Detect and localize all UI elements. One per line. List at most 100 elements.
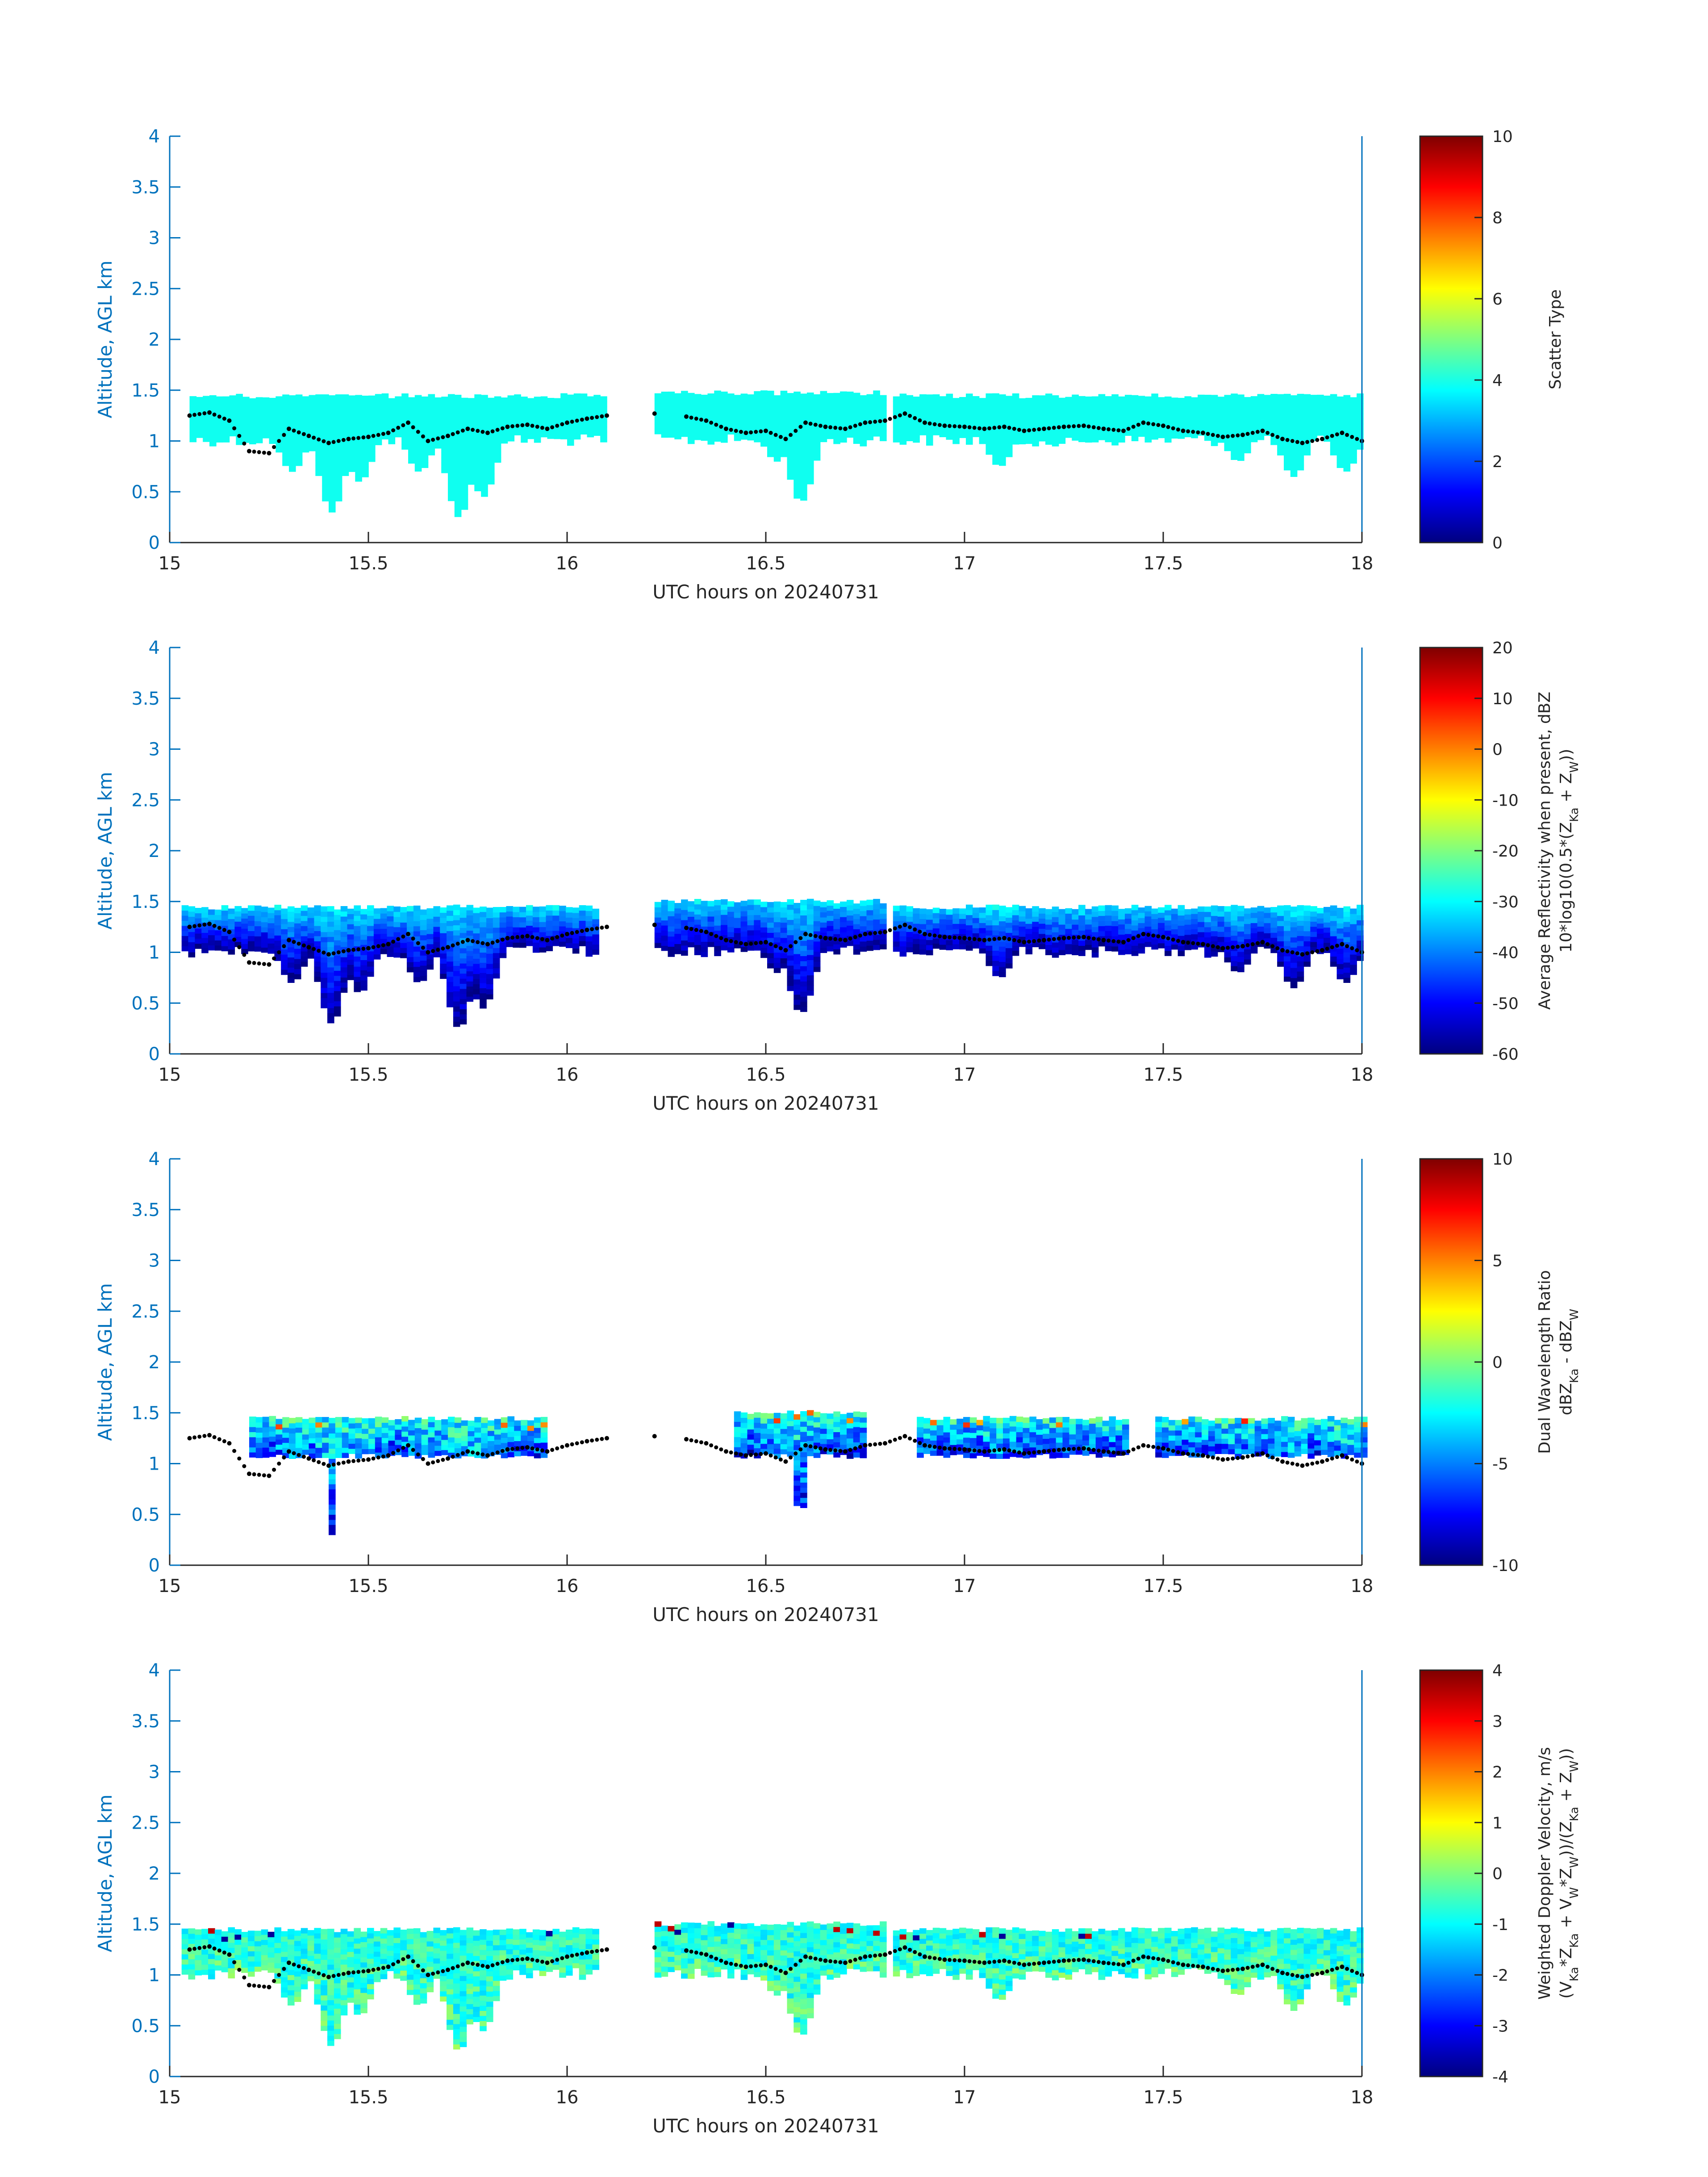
heatmap-cell bbox=[972, 421, 980, 427]
heatmap-cell bbox=[329, 400, 336, 406]
heatmap-cell bbox=[986, 403, 993, 409]
heatmap-cell bbox=[1151, 939, 1158, 944]
heatmap-cell bbox=[760, 932, 768, 938]
heatmap-cell bbox=[342, 465, 349, 471]
heatmap-cell bbox=[428, 394, 435, 400]
heatmap-cell bbox=[414, 1428, 422, 1433]
heatmap-cell bbox=[201, 917, 209, 923]
heatmap-cell bbox=[334, 1001, 341, 1007]
heatmap-cell bbox=[1317, 923, 1324, 929]
heatmap-cell bbox=[362, 446, 369, 452]
y-tick-label: 0 bbox=[149, 1044, 160, 1065]
heatmap-cell bbox=[1231, 920, 1238, 926]
heatmap-cell bbox=[1039, 918, 1046, 924]
heatmap-cell bbox=[1045, 924, 1052, 930]
heatmap-cell bbox=[959, 923, 966, 929]
heatmap-cell bbox=[827, 428, 834, 434]
heatmap-cell bbox=[1257, 419, 1265, 425]
y-tick-label: 1 bbox=[149, 943, 160, 963]
heatmap-cell bbox=[893, 936, 900, 942]
heatmap-cell bbox=[754, 899, 761, 905]
heatmap-cell bbox=[999, 941, 1006, 947]
heatmap-cell bbox=[441, 1424, 448, 1430]
heatmap-cell bbox=[373, 908, 381, 914]
heatmap-cell bbox=[314, 920, 321, 926]
heatmap-cell bbox=[354, 915, 361, 921]
heatmap-cell bbox=[468, 439, 475, 444]
heatmap-cell bbox=[979, 932, 986, 939]
heatmap-cell bbox=[740, 1443, 748, 1449]
cloud-base-point bbox=[317, 949, 321, 953]
heatmap-cell bbox=[454, 455, 462, 461]
heatmap-cell bbox=[288, 972, 295, 978]
heatmap-cell bbox=[1211, 915, 1218, 921]
heatmap-cell bbox=[567, 435, 574, 441]
heatmap-cell bbox=[540, 1452, 548, 1458]
heatmap-cell bbox=[499, 953, 507, 958]
heatmap-cell bbox=[447, 971, 454, 977]
heatmap-cell bbox=[1237, 906, 1244, 911]
heatmap-cell bbox=[222, 432, 230, 438]
heatmap-cell bbox=[282, 440, 289, 446]
heatmap-cell bbox=[827, 941, 834, 947]
heatmap-cell bbox=[216, 427, 223, 433]
heatmap-cell bbox=[1072, 420, 1079, 426]
heatmap-cell bbox=[321, 972, 328, 978]
heatmap-cell bbox=[1045, 914, 1052, 920]
heatmap-cell bbox=[421, 1450, 429, 1455]
heatmap-cell bbox=[674, 928, 681, 934]
heatmap-cell bbox=[681, 910, 688, 915]
cloud-base-point bbox=[207, 410, 212, 415]
heatmap-cell bbox=[453, 1006, 460, 1012]
heatmap-cell bbox=[773, 911, 781, 917]
cloud-base-point bbox=[768, 430, 773, 435]
heatmap-cell bbox=[1324, 416, 1331, 422]
heatmap-cell bbox=[694, 409, 702, 415]
heatmap-cell bbox=[1131, 940, 1139, 946]
heatmap-cell bbox=[539, 927, 547, 932]
heatmap-cell bbox=[1016, 1421, 1023, 1427]
heatmap-cell bbox=[787, 986, 794, 991]
heatmap-cell bbox=[289, 436, 296, 442]
heatmap-cell bbox=[1052, 415, 1059, 421]
heatmap-cell bbox=[721, 909, 728, 915]
heatmap-cell bbox=[860, 1447, 867, 1453]
heatmap-cell bbox=[433, 952, 440, 957]
heatmap-cell bbox=[342, 1422, 349, 1428]
heatmap-cell bbox=[474, 450, 481, 456]
heatmap-cell bbox=[295, 435, 303, 441]
heatmap-cell bbox=[754, 416, 761, 422]
heatmap-cell bbox=[1144, 437, 1152, 443]
heatmap-cell bbox=[793, 468, 801, 473]
heatmap-cell bbox=[1006, 958, 1013, 964]
heatmap-cell bbox=[1058, 438, 1066, 444]
heatmap-cell bbox=[340, 926, 348, 932]
cloud-base-point bbox=[883, 930, 887, 934]
heatmap-cell bbox=[1006, 447, 1013, 452]
heatmap-cell bbox=[1336, 913, 1344, 919]
heatmap-cell bbox=[414, 395, 422, 401]
heatmap-cell bbox=[654, 912, 662, 918]
heatmap-cell bbox=[1072, 929, 1079, 935]
heatmap-cell bbox=[800, 915, 807, 921]
heatmap-cell bbox=[760, 1428, 768, 1434]
heatmap-cell bbox=[539, 906, 547, 912]
heatmap-cell bbox=[282, 450, 289, 456]
heatmap-cell bbox=[519, 907, 526, 912]
heatmap-cell bbox=[335, 455, 342, 461]
x-tick-label: 17 bbox=[953, 553, 976, 574]
heatmap-cell bbox=[486, 912, 493, 918]
heatmap-cell bbox=[932, 414, 940, 420]
heatmap-cell bbox=[880, 934, 887, 940]
heatmap-cell bbox=[342, 470, 349, 476]
heatmap-cell bbox=[1085, 432, 1092, 438]
heatmap-cell bbox=[421, 457, 429, 463]
heatmap-cell bbox=[421, 1439, 429, 1445]
heatmap-cell bbox=[454, 1422, 462, 1428]
heatmap-cell bbox=[587, 422, 594, 427]
heatmap-cell bbox=[1284, 920, 1291, 926]
heatmap-cell bbox=[474, 1437, 481, 1443]
heatmap-cell bbox=[1158, 928, 1165, 933]
heatmap-cell bbox=[428, 1427, 435, 1433]
heatmap-cell bbox=[414, 456, 422, 462]
